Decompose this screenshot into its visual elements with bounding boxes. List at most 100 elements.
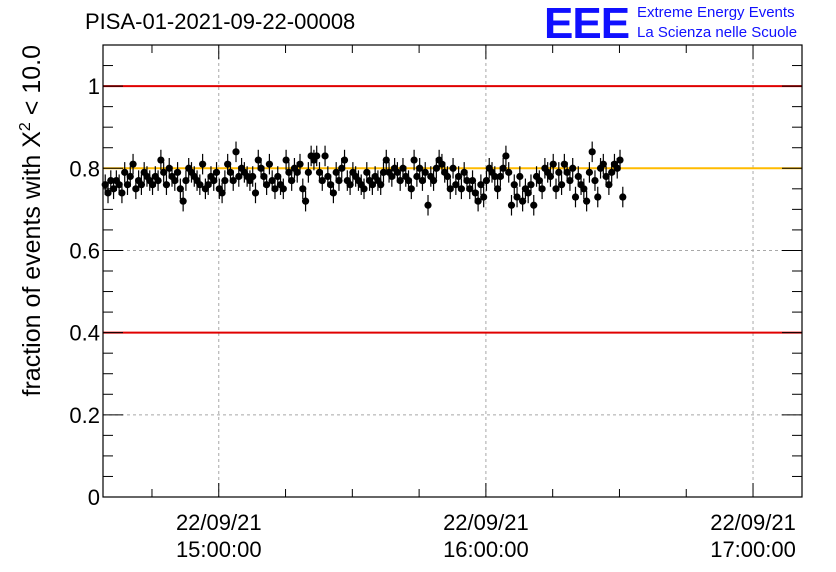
plot-area bbox=[103, 45, 802, 497]
data-point bbox=[585, 168, 594, 176]
data-point bbox=[332, 168, 340, 176]
data-point bbox=[519, 197, 527, 205]
data-point bbox=[279, 185, 287, 193]
data-point bbox=[179, 197, 187, 205]
data-point bbox=[173, 168, 182, 176]
data-point bbox=[471, 189, 479, 197]
data-point bbox=[410, 156, 418, 164]
data-point bbox=[329, 189, 338, 197]
data-point bbox=[346, 181, 354, 189]
data-point bbox=[443, 172, 452, 181]
data-point bbox=[455, 172, 463, 181]
x-tick-label-date: 22/09/21 bbox=[710, 510, 796, 535]
data-point bbox=[571, 193, 580, 201]
y-axis-label: fraction of events with X2 < 10.0 bbox=[17, 45, 46, 396]
data-point bbox=[480, 193, 488, 201]
logo-line-1: Extreme Energy Events bbox=[637, 4, 795, 21]
data-point bbox=[399, 164, 407, 172]
data-point bbox=[232, 148, 240, 156]
data-point bbox=[396, 177, 404, 185]
data-point bbox=[340, 156, 349, 164]
data-point bbox=[557, 181, 566, 189]
data-point bbox=[388, 172, 396, 181]
y-tick-label: 0.2 bbox=[69, 403, 100, 428]
data-point bbox=[477, 181, 485, 189]
x-tick-label-date: 22/09/21 bbox=[176, 510, 262, 535]
data-point bbox=[530, 201, 538, 209]
data-point bbox=[377, 181, 385, 189]
data-point bbox=[368, 181, 376, 189]
data-point bbox=[204, 181, 212, 189]
data-point bbox=[591, 177, 599, 185]
data-point bbox=[157, 156, 165, 164]
data-point bbox=[538, 185, 546, 193]
data-point bbox=[338, 164, 346, 172]
data-point bbox=[616, 156, 624, 164]
data-point bbox=[588, 148, 596, 156]
data-point bbox=[382, 156, 390, 164]
data-point bbox=[608, 168, 616, 176]
data-point bbox=[446, 185, 454, 193]
y-tick-label: 0.4 bbox=[69, 321, 100, 346]
data-point bbox=[165, 164, 173, 172]
data-point bbox=[327, 181, 335, 189]
data-point bbox=[452, 181, 460, 189]
data-point bbox=[516, 172, 524, 181]
data-point bbox=[574, 172, 582, 181]
data-point bbox=[293, 168, 301, 176]
data-point bbox=[563, 168, 571, 176]
data-point bbox=[560, 160, 568, 168]
data-point bbox=[107, 177, 115, 185]
data-point bbox=[505, 168, 513, 176]
data-point bbox=[510, 181, 518, 189]
data-point bbox=[429, 177, 438, 185]
data-point bbox=[432, 164, 440, 172]
data-point bbox=[566, 177, 574, 185]
data-point bbox=[594, 193, 602, 201]
data-point bbox=[599, 160, 607, 168]
data-point bbox=[438, 160, 446, 168]
data-point bbox=[260, 172, 268, 181]
data-point bbox=[499, 164, 507, 172]
data-point bbox=[449, 164, 457, 172]
data-point bbox=[468, 177, 477, 185]
data-point bbox=[288, 177, 296, 185]
data-point bbox=[457, 185, 466, 193]
data-point bbox=[182, 177, 190, 185]
data-point bbox=[507, 201, 516, 209]
x-tick-label-date: 22/09/21 bbox=[443, 510, 529, 535]
data-point bbox=[263, 181, 271, 189]
data-point bbox=[580, 185, 588, 193]
data-point bbox=[463, 177, 471, 185]
data-point bbox=[251, 189, 260, 197]
data-point bbox=[313, 152, 321, 160]
chart-title: PISA-01-2021-09-22-00008 bbox=[85, 9, 356, 34]
data-point bbox=[235, 172, 243, 181]
data-point bbox=[418, 177, 427, 185]
data-point bbox=[249, 172, 257, 181]
data-point bbox=[421, 168, 429, 176]
data-point bbox=[363, 168, 371, 176]
data-point bbox=[324, 172, 332, 181]
data-point bbox=[257, 164, 265, 172]
data-point bbox=[271, 185, 279, 193]
data-point bbox=[321, 152, 329, 160]
logo-letters: EEE bbox=[544, 0, 630, 48]
y-tick-label: 1 bbox=[88, 74, 100, 99]
data-point bbox=[109, 185, 118, 193]
data-point bbox=[148, 181, 157, 189]
data-point bbox=[118, 189, 126, 197]
data-point bbox=[104, 189, 112, 197]
data-point bbox=[404, 177, 413, 185]
data-point bbox=[583, 197, 591, 205]
data-point bbox=[282, 156, 290, 164]
data-point bbox=[318, 177, 326, 185]
x-tick-label-time: 15:00:00 bbox=[176, 537, 262, 562]
data-point bbox=[123, 181, 132, 189]
y-tick-label: 0 bbox=[88, 485, 100, 510]
data-point bbox=[482, 177, 491, 185]
data-point bbox=[210, 177, 218, 185]
data-point bbox=[176, 185, 184, 193]
data-point bbox=[496, 172, 504, 181]
